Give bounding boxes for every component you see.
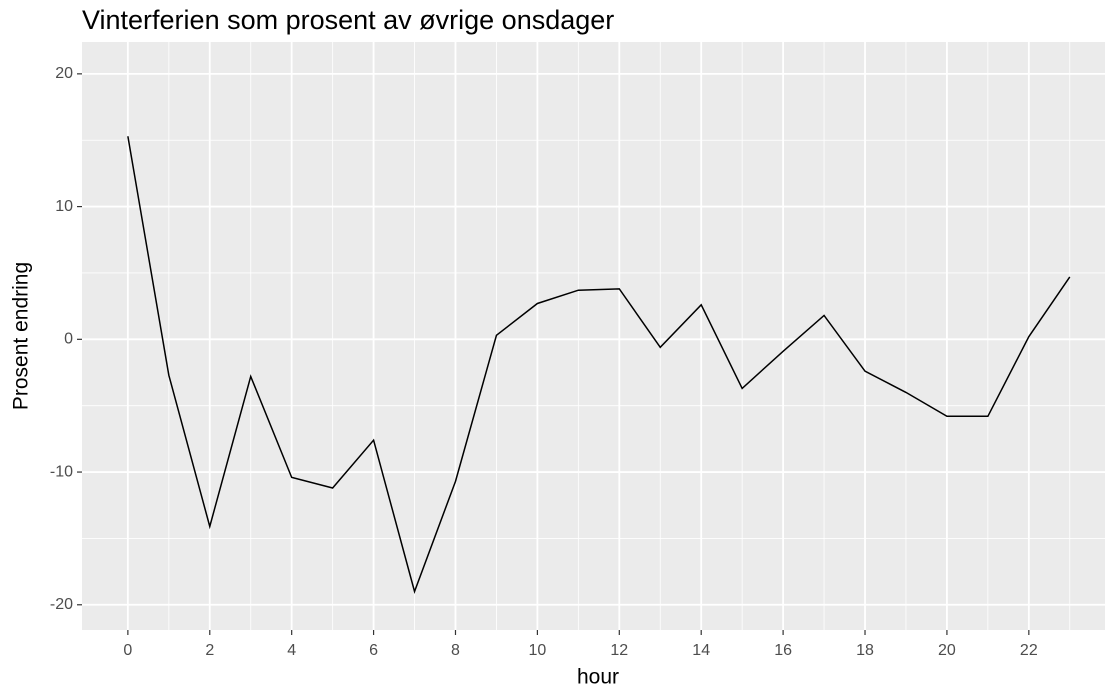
panel	[82, 42, 1105, 630]
y-tick-label: 0	[64, 331, 73, 348]
line	[127, 136, 1071, 594]
y-tick-label: -10	[50, 463, 73, 480]
y-tick-label: 20	[55, 65, 73, 82]
x-tick-label: 20	[938, 642, 956, 659]
y-tick-label: 10	[55, 198, 73, 215]
x-tick-label: 0	[123, 642, 132, 659]
x-tick-label: 4	[287, 642, 296, 659]
x-tick-label: 2	[205, 642, 214, 659]
x-tick-label: 6	[369, 642, 378, 659]
x-tick-label: 14	[692, 642, 710, 659]
x-tick-label: 22	[1020, 642, 1038, 659]
x-tick-label: 8	[451, 642, 460, 659]
x-tick-label: 12	[610, 642, 628, 659]
y-tick-label: -20	[50, 596, 73, 613]
x-axis-title: hour	[577, 666, 619, 689]
chart-title: Vinterferien som prosent av øvrige onsda…	[82, 5, 614, 35]
x-tick-label: 16	[774, 642, 792, 659]
x-tick-label: 18	[856, 642, 874, 659]
y-axis-title: Prosent endring	[10, 262, 33, 410]
x-tick-label: 10	[528, 642, 546, 659]
